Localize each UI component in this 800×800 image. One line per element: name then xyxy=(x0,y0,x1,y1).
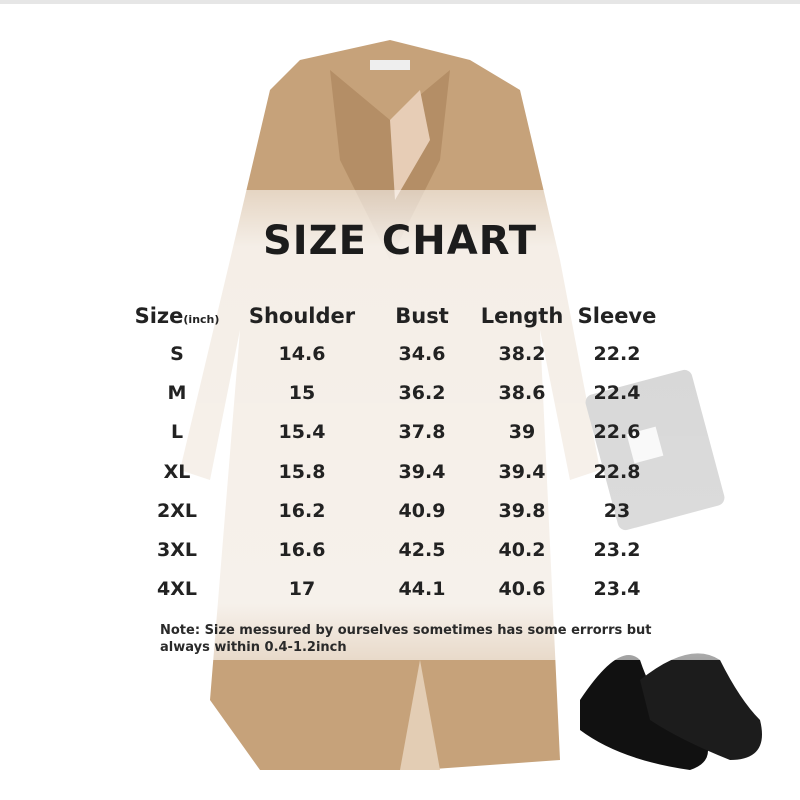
table-row: XL 15.8 39.4 39.4 22.8 xyxy=(122,452,662,491)
cell-shoulder: 15.8 xyxy=(278,460,326,483)
cell-bust: 40.9 xyxy=(398,499,446,522)
table-row: 4XL 17 44.1 40.6 23.4 xyxy=(122,570,662,609)
cell-size: 4XL xyxy=(157,578,197,601)
header-sleeve: Sleeve xyxy=(577,304,657,328)
cell-shoulder: 15 xyxy=(288,381,316,404)
cell-length: 39.8 xyxy=(498,499,546,522)
coat-slit xyxy=(400,660,440,770)
cell-bust: 34.6 xyxy=(398,342,446,365)
page-title: SIZE CHART xyxy=(262,218,538,264)
cell-sleeve: 22.6 xyxy=(593,421,641,444)
cell-size: L xyxy=(170,421,184,444)
table-row: 3XL 16.6 42.5 40.2 23.2 xyxy=(122,530,662,569)
cell-bust: 36.2 xyxy=(398,381,446,404)
size-table: Size(inch) Shoulder Bust Length Sleeve S… xyxy=(122,298,662,609)
table-header-row: Size(inch) Shoulder Bust Length Sleeve xyxy=(122,298,662,334)
table-row: L 15.4 37.8 39 22.6 xyxy=(122,413,662,452)
cell-shoulder: 16.6 xyxy=(278,539,326,562)
cell-size: XL xyxy=(163,460,191,483)
cell-sleeve: 22.2 xyxy=(593,342,641,365)
cell-shoulder: 14.6 xyxy=(278,342,326,365)
header-length: Length xyxy=(480,304,564,328)
cell-size: S xyxy=(170,342,184,365)
shoes-image xyxy=(580,653,762,770)
header-size: Size(inch) xyxy=(134,304,220,328)
cell-length: 39 xyxy=(508,421,536,444)
cell-sleeve: 23 xyxy=(603,499,631,522)
cell-shoulder: 17 xyxy=(288,578,316,601)
cell-bust: 42.5 xyxy=(398,539,446,562)
header-bust: Bust xyxy=(395,304,449,328)
cell-bust: 39.4 xyxy=(398,460,446,483)
header-shoulder: Shoulder xyxy=(248,304,356,328)
cell-size: M xyxy=(167,381,187,404)
white-overlay xyxy=(0,190,800,660)
cell-bust: 44.1 xyxy=(398,578,446,601)
cell-length: 40.6 xyxy=(498,578,546,601)
cell-length: 38.2 xyxy=(498,342,546,365)
cell-length: 40.2 xyxy=(498,539,546,562)
cell-size: 2XL xyxy=(157,499,197,522)
cell-size: 3XL xyxy=(157,539,197,562)
cell-bust: 37.8 xyxy=(398,421,446,444)
table-row: S 14.6 34.6 38.2 22.2 xyxy=(122,334,662,373)
cell-length: 39.4 xyxy=(498,460,546,483)
cell-sleeve: 23.4 xyxy=(593,578,641,601)
coat-lining xyxy=(390,90,430,200)
table-row: M 15 36.2 38.6 22.4 xyxy=(122,373,662,412)
cell-sleeve: 22.4 xyxy=(593,381,641,404)
cell-sleeve: 22.8 xyxy=(593,460,641,483)
table-row: 2XL 16.2 40.9 39.8 23 xyxy=(122,491,662,530)
cell-shoulder: 15.4 xyxy=(278,421,326,444)
cell-shoulder: 16.2 xyxy=(278,499,326,522)
cell-length: 38.6 xyxy=(498,381,546,404)
size-note: Note: Size messured by ourselves sometim… xyxy=(160,623,652,655)
cell-sleeve: 23.2 xyxy=(593,539,641,562)
